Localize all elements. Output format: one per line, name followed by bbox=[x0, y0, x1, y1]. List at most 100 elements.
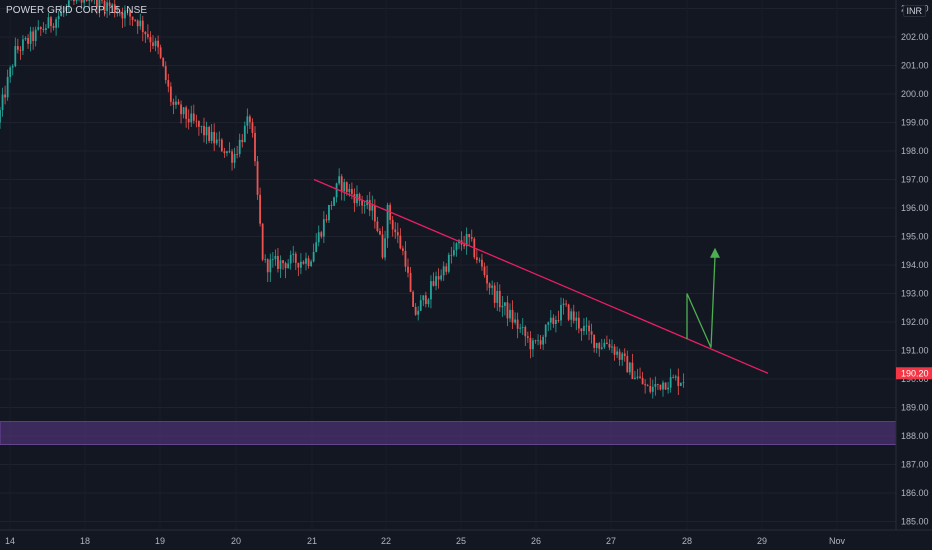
price-tick-label: 191.00 bbox=[901, 345, 929, 355]
candle-up bbox=[328, 204, 330, 221]
candle-down bbox=[251, 122, 254, 133]
candle-up bbox=[356, 194, 358, 204]
candle-down bbox=[402, 248, 404, 251]
candle-down bbox=[259, 194, 261, 224]
projection-arrow[interactable] bbox=[686, 256, 716, 348]
candle-up bbox=[175, 101, 177, 105]
candle-up bbox=[11, 66, 14, 68]
candle-up bbox=[45, 28, 47, 30]
support-zone[interactable] bbox=[0, 421, 897, 445]
candle-down bbox=[373, 205, 376, 222]
candle-down bbox=[646, 385, 649, 387]
candle-down bbox=[266, 259, 269, 273]
candle-down bbox=[468, 234, 471, 238]
candle-down bbox=[297, 262, 300, 268]
candle-down bbox=[185, 107, 188, 119]
candle-up bbox=[547, 322, 550, 325]
candle-up bbox=[667, 387, 669, 390]
candle-down bbox=[511, 309, 514, 323]
candle-down bbox=[231, 151, 233, 163]
candle-down bbox=[649, 385, 652, 392]
candle-up bbox=[465, 234, 468, 247]
candle-down bbox=[572, 311, 575, 321]
candle-up bbox=[300, 261, 302, 268]
candle-up bbox=[583, 326, 585, 332]
candle-down bbox=[192, 113, 195, 121]
candle-up bbox=[651, 386, 654, 392]
candle-down bbox=[445, 266, 448, 272]
candle-down bbox=[108, 2, 111, 7]
candle-up bbox=[57, 16, 60, 20]
candle-down bbox=[302, 261, 305, 264]
candle-down bbox=[320, 232, 323, 237]
candle-down bbox=[228, 151, 231, 153]
candle-up bbox=[55, 19, 57, 28]
candle-down bbox=[19, 49, 22, 51]
candle-up bbox=[544, 324, 547, 337]
time-tick-label: 20 bbox=[231, 536, 241, 546]
candle-down bbox=[307, 258, 310, 267]
price-tick-label: 186.00 bbox=[901, 488, 929, 498]
candle-down bbox=[208, 127, 210, 141]
candle-up bbox=[310, 261, 312, 267]
candle-down bbox=[149, 37, 152, 43]
candle-down bbox=[368, 199, 371, 211]
candle-up bbox=[335, 183, 338, 198]
candle-up bbox=[363, 205, 366, 206]
time-axis-panel[interactable] bbox=[0, 530, 932, 550]
candle-up bbox=[67, 0, 70, 7]
candle-up bbox=[447, 254, 450, 272]
candle-down bbox=[101, 0, 103, 1]
time-tick-label: Nov bbox=[829, 536, 846, 546]
candle-up bbox=[455, 243, 458, 251]
candle-up bbox=[333, 197, 335, 206]
candle-down bbox=[659, 384, 662, 390]
candle-down bbox=[534, 340, 537, 342]
candle-down bbox=[475, 257, 478, 260]
candle-up bbox=[442, 266, 445, 276]
candle-up bbox=[22, 39, 24, 51]
candle-up bbox=[246, 116, 249, 126]
candle-down bbox=[641, 377, 644, 385]
candle-down bbox=[399, 235, 402, 249]
candles bbox=[0, 0, 685, 399]
time-tick-label: 22 bbox=[381, 536, 391, 546]
candle-up bbox=[542, 336, 545, 345]
candle-down bbox=[27, 38, 29, 44]
candle-up bbox=[419, 300, 422, 311]
candle-down bbox=[414, 306, 417, 315]
candle-up bbox=[287, 263, 290, 269]
candle-up bbox=[1, 94, 4, 111]
candle-down bbox=[134, 19, 137, 21]
candle-down bbox=[552, 317, 555, 324]
candle-down bbox=[623, 353, 626, 356]
price-tick-label: 195.00 bbox=[901, 232, 929, 242]
candle-up bbox=[37, 27, 40, 30]
candle-down bbox=[351, 188, 353, 194]
candle-up bbox=[116, 12, 119, 14]
candle-down bbox=[598, 343, 601, 349]
candle-up bbox=[532, 340, 534, 350]
candle-down bbox=[677, 376, 680, 386]
candle-down bbox=[147, 34, 149, 38]
candle-up bbox=[674, 376, 677, 378]
price-tick-label: 192.00 bbox=[901, 317, 929, 327]
candle-down bbox=[345, 182, 348, 193]
candle-up bbox=[491, 285, 494, 288]
candle-up bbox=[343, 182, 346, 192]
candle-up bbox=[292, 253, 295, 255]
candle-down bbox=[340, 176, 343, 192]
descending-trendline[interactable] bbox=[313, 178, 769, 374]
candle-up bbox=[98, 0, 101, 8]
candle-up bbox=[435, 276, 437, 286]
candle-down bbox=[483, 266, 486, 276]
candle-down bbox=[618, 351, 621, 360]
currency-badge[interactable]: INR bbox=[902, 5, 926, 17]
candle-up bbox=[279, 260, 282, 269]
candle-up bbox=[88, 0, 91, 1]
price-axis-panel[interactable] bbox=[896, 0, 932, 530]
candle-down bbox=[50, 17, 52, 26]
symbol-legend[interactable]: POWER GRID CORP, 15, NSE bbox=[6, 5, 147, 16]
